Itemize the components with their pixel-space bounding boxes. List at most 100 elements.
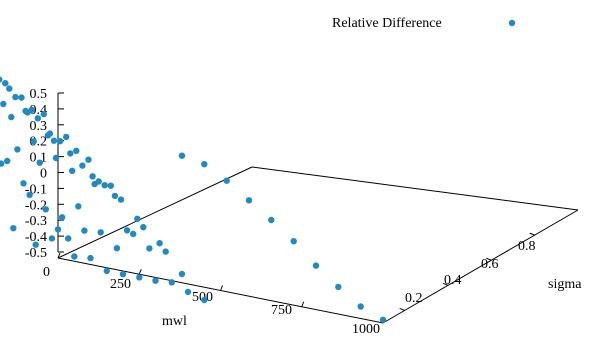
data-point xyxy=(357,303,364,310)
data-point xyxy=(130,230,137,238)
data-point xyxy=(2,80,9,87)
data-point xyxy=(152,277,159,284)
data-point xyxy=(312,262,320,269)
data-point xyxy=(290,238,297,245)
z-tick-label: 0 xyxy=(40,167,47,182)
legend: Relative Difference xyxy=(332,16,516,31)
data-point xyxy=(379,316,387,323)
data-point xyxy=(14,146,21,153)
data-point xyxy=(113,245,121,252)
data-point xyxy=(30,138,37,145)
data-point xyxy=(67,150,74,157)
data-point xyxy=(162,248,169,255)
data-point xyxy=(22,107,29,115)
mwl-tick-mark xyxy=(301,301,305,307)
data-point xyxy=(12,93,19,101)
data-point xyxy=(119,271,127,278)
z-tick-label: -0.3 xyxy=(25,214,47,229)
data-point xyxy=(10,225,17,232)
data-point xyxy=(184,288,192,296)
data-point xyxy=(28,106,35,114)
mwl-tick-mark xyxy=(57,252,61,259)
sigma-tick-mark xyxy=(399,307,405,311)
data-point xyxy=(6,85,13,92)
data-point xyxy=(65,235,72,242)
sigma-axis-label: sigma xyxy=(548,277,582,292)
data-point xyxy=(40,110,47,118)
data-point xyxy=(0,100,7,108)
data-point xyxy=(85,156,92,163)
data-point xyxy=(268,216,275,224)
data-point xyxy=(89,173,96,180)
data-points xyxy=(0,76,387,323)
sigma-tick-mark xyxy=(529,232,535,236)
data-point xyxy=(34,115,41,122)
sigma-tick-mark xyxy=(486,257,492,261)
floor-left-edge xyxy=(57,166,253,259)
data-point xyxy=(75,203,82,210)
sigma-tick-label: 0.6 xyxy=(481,257,499,272)
sigma-ticks: 0.2 0.4 0.6 0.8 xyxy=(399,232,536,311)
z-tick-label: -0.5 xyxy=(25,246,47,261)
data-point xyxy=(178,152,186,159)
data-point xyxy=(178,270,186,278)
legend-label: Relative Difference xyxy=(332,16,442,31)
mwl-tick-label: 0 xyxy=(43,265,50,280)
mwl-ticks: 02505007501000 xyxy=(43,252,386,337)
data-point xyxy=(73,147,80,154)
sigma-tick-label: 0.4 xyxy=(444,273,462,288)
data-point xyxy=(36,159,43,166)
data-point xyxy=(245,197,253,204)
mwl-tick-label: 750 xyxy=(271,303,292,318)
data-point xyxy=(52,154,60,162)
mwl-tick-mark xyxy=(138,269,142,275)
data-point xyxy=(168,279,175,286)
data-point xyxy=(223,177,230,184)
data-point xyxy=(20,180,27,187)
data-point xyxy=(201,296,208,304)
data-point xyxy=(18,94,25,101)
data-point xyxy=(335,283,342,291)
mwl-tick-label: 250 xyxy=(110,277,131,292)
data-point xyxy=(44,132,52,139)
data-point xyxy=(136,274,143,281)
data-point xyxy=(156,240,163,247)
legend-marker xyxy=(508,19,516,27)
data-point xyxy=(107,182,115,189)
data-point xyxy=(101,182,108,189)
data-point xyxy=(117,196,125,203)
data-point xyxy=(123,227,131,234)
mwl-axis-label: mwl xyxy=(162,314,187,329)
data-point xyxy=(62,133,70,141)
z-tick-label: -0.4 xyxy=(25,230,47,245)
floor-back-edge xyxy=(251,166,579,211)
z-tick-label: 0.5 xyxy=(30,87,48,102)
data-point xyxy=(81,227,88,234)
data-point xyxy=(97,229,104,236)
data-point xyxy=(32,241,39,248)
data-point xyxy=(56,138,64,145)
sigma-axis-line xyxy=(382,209,579,324)
data-point xyxy=(8,113,15,121)
data-point xyxy=(42,206,49,213)
z-tick-label: -0.2 xyxy=(25,198,47,213)
floor-plane xyxy=(57,166,579,324)
data-point xyxy=(71,253,78,260)
data-point xyxy=(0,160,5,167)
data-point xyxy=(140,224,147,231)
data-point xyxy=(3,157,11,165)
data-point xyxy=(0,76,3,83)
data-point xyxy=(134,215,141,222)
z-tick-label: 0.3 xyxy=(30,119,48,134)
data-point xyxy=(50,137,58,144)
data-point xyxy=(69,167,76,174)
data-point xyxy=(103,267,111,275)
data-point xyxy=(54,226,62,233)
data-point xyxy=(146,245,153,252)
mwl-tick-mark xyxy=(220,285,223,291)
data-point xyxy=(201,161,208,168)
data-point xyxy=(48,235,56,242)
sigma-tick-label: 0.2 xyxy=(405,291,423,306)
